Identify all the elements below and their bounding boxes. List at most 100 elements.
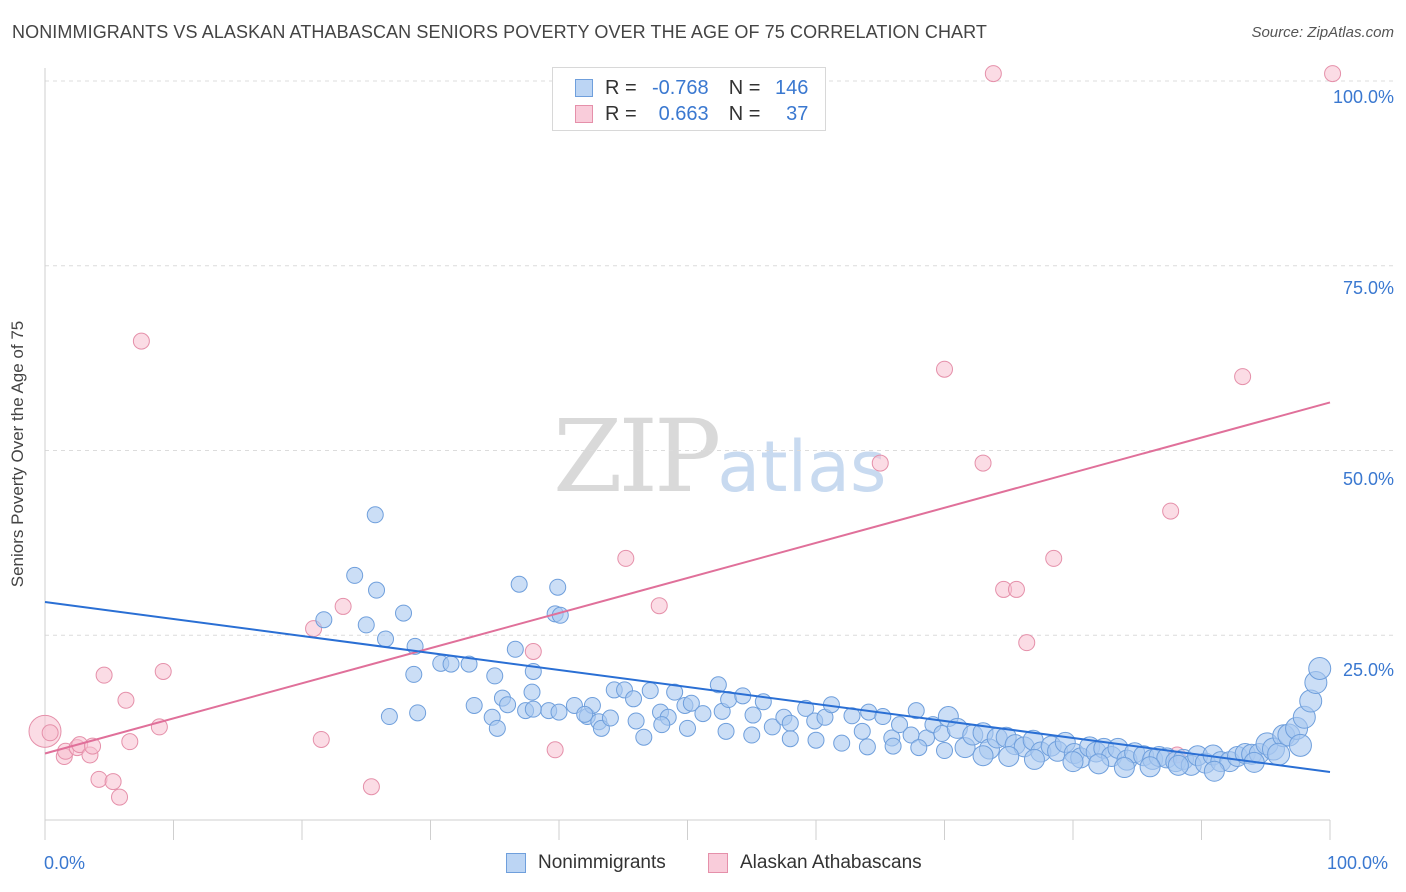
r-label: R =: [605, 102, 637, 125]
point-nonimmigrants: [395, 604, 413, 622]
point-nonimmigrants: [781, 730, 799, 748]
zipatlas-watermark: ZIPatlas: [553, 398, 886, 515]
point-nonimmigrants: [744, 706, 762, 724]
y-axis-label: Seniors Poverty Over the Age of 75: [8, 320, 27, 588]
watermark-zip: ZIP: [553, 398, 721, 515]
point-nonimmigrants: [907, 702, 925, 720]
point-alaskan-athabascans: [117, 691, 135, 709]
point-nonimmigrants: [694, 705, 712, 723]
point-nonimmigrants: [627, 712, 645, 730]
stats-row-nonimmigrants: R = -0.768 N = 146: [575, 75, 808, 101]
legend-item-alaskan-athabascans[interactable]: Alaskan Athabascans: [708, 852, 922, 874]
y-tick-label-25: 25.0%: [1342, 660, 1394, 680]
point-nonimmigrants: [366, 506, 384, 524]
swatch-alaskan-athabascans: [575, 105, 593, 123]
point-nonimmigrants: [1288, 733, 1312, 757]
correlation-stats-box: R = -0.768 N = 146 R = 0.663 N = 37: [552, 67, 826, 131]
point-nonimmigrants: [1088, 753, 1110, 775]
point-nonimmigrants: [357, 616, 375, 634]
point-nonimmigrants: [666, 683, 684, 701]
point-nonimmigrants: [523, 683, 541, 701]
point-nonimmigrants: [506, 640, 524, 658]
x-tick-label-100: 100.0%: [1327, 853, 1389, 873]
point-nonimmigrants: [524, 700, 542, 718]
point-alaskan-athabascans: [132, 332, 150, 350]
point-alaskan-athabascans: [121, 733, 139, 751]
point-nonimmigrants: [682, 694, 700, 712]
legend-label-nonimmigrants: Nonimmigrants: [538, 852, 666, 873]
point-nonimmigrants: [601, 709, 619, 727]
point-nonimmigrants: [807, 731, 825, 749]
watermark-atlas: atlas: [717, 426, 887, 508]
grid-lines: [45, 80, 1395, 636]
series-nonimmigrants-points: [315, 506, 1332, 782]
point-nonimmigrants: [763, 718, 781, 736]
point-alaskan-athabascans: [334, 597, 352, 615]
point-alaskan-athabascans: [41, 724, 59, 742]
n-value-nonimmigrants: 146: [775, 76, 809, 99]
point-nonimmigrants: [641, 682, 659, 700]
point-nonimmigrants: [510, 575, 528, 593]
point-alaskan-athabascans: [650, 597, 668, 615]
point-nonimmigrants: [409, 704, 427, 722]
point-nonimmigrants: [797, 699, 815, 717]
point-alaskan-athabascans: [362, 778, 380, 796]
point-nonimmigrants: [1167, 754, 1189, 776]
x-tick-label-0: 0.0%: [44, 853, 86, 873]
point-nonimmigrants: [486, 667, 504, 685]
r-value-alaskan-athabascans: 0.663: [658, 102, 709, 125]
point-nonimmigrants: [550, 703, 568, 721]
point-nonimmigrants: [717, 722, 735, 740]
n-value-alaskan-athabascans: 37: [786, 102, 809, 125]
point-nonimmigrants: [1308, 657, 1332, 681]
swatch-nonimmigrants: [575, 79, 593, 97]
point-alaskan-athabascans: [984, 65, 1002, 83]
point-nonimmigrants: [465, 696, 483, 714]
series-alaskan-athabascans-points: [28, 65, 1342, 806]
y-tick-label-50: 50.0%: [1342, 469, 1394, 489]
point-alaskan-athabascans: [871, 454, 889, 472]
point-nonimmigrants: [679, 719, 696, 737]
point-alaskan-athabascans: [524, 643, 542, 661]
point-nonimmigrants: [368, 581, 386, 599]
point-nonimmigrants: [1203, 760, 1225, 782]
point-alaskan-athabascans: [974, 454, 992, 472]
legend-item-nonimmigrants[interactable]: Nonimmigrants: [506, 852, 666, 874]
point-alaskan-athabascans: [104, 773, 122, 791]
point-nonimmigrants: [1139, 756, 1161, 778]
point-nonimmigrants: [910, 739, 928, 757]
point-nonimmigrants: [1267, 742, 1291, 766]
point-nonimmigrants: [1023, 748, 1045, 770]
point-nonimmigrants: [635, 728, 653, 746]
point-nonimmigrants: [833, 734, 851, 752]
point-nonimmigrants: [576, 705, 594, 723]
y-tick-label-75: 75.0%: [1342, 278, 1394, 298]
point-nonimmigrants: [549, 578, 567, 596]
n-label: N =: [728, 102, 761, 125]
point-alaskan-athabascans: [1324, 65, 1342, 83]
point-nonimmigrants: [551, 606, 569, 624]
point-nonimmigrants: [460, 655, 478, 673]
point-nonimmigrants: [1062, 751, 1084, 773]
point-nonimmigrants: [743, 726, 761, 744]
point-nonimmigrants: [499, 696, 517, 714]
trend-lines: [44, 401, 1331, 773]
legend-swatch-alaskan-athabascans: [708, 853, 728, 873]
n-label: N =: [728, 76, 761, 99]
point-nonimmigrants: [858, 738, 876, 756]
point-nonimmigrants: [1113, 757, 1135, 779]
legend-label-alaskan-athabascans: Alaskan Athabascans: [740, 852, 922, 873]
point-nonimmigrants: [380, 708, 398, 726]
y-tick-label-100: 100.0%: [1332, 87, 1394, 107]
point-nonimmigrants: [853, 722, 871, 740]
point-alaskan-athabascans: [95, 666, 113, 684]
point-nonimmigrants: [781, 714, 799, 732]
point-alaskan-athabascans: [1045, 549, 1063, 567]
point-alaskan-athabascans: [936, 360, 953, 378]
point-nonimmigrants: [972, 745, 994, 767]
point-alaskan-athabascans: [546, 741, 564, 759]
chart-title: NONIMMIGRANTS VS ALASKAN ATHABASCAN SENI…: [12, 22, 988, 42]
point-nonimmigrants: [625, 690, 643, 708]
point-nonimmigrants: [405, 665, 423, 683]
